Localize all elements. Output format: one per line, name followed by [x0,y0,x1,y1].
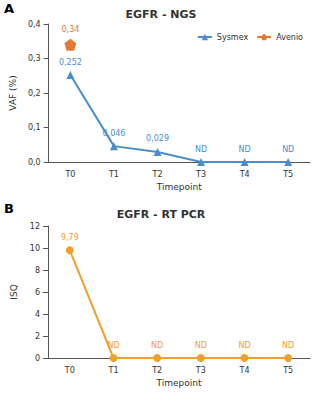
svg-text:Avenio: Avenio [276,33,303,42]
svg-text:8: 8 [35,266,40,275]
svg-text:ND: ND [282,145,294,154]
svg-text:0,3: 0,3 [28,54,41,63]
svg-text:4: 4 [35,310,40,319]
svg-text:Timepoint: Timepoint [156,182,202,192]
svg-text:ND: ND [238,341,250,350]
svg-text:T5: T5 [282,170,293,179]
svg-text:EGFR - RT PCR: EGFR - RT PCR [117,208,206,221]
svg-text:0,4: 0,4 [28,20,41,29]
svg-text:9,79: 9,79 [61,233,79,242]
svg-text:T0: T0 [64,170,75,179]
svg-text:10: 10 [30,244,40,253]
svg-text:0,2: 0,2 [28,89,41,98]
svg-text:ND: ND [282,341,294,350]
svg-text:ND: ND [195,145,207,154]
svg-text:12: 12 [30,222,40,231]
svg-text:T0: T0 [64,366,75,375]
svg-text:T2: T2 [152,170,163,179]
svg-text:ISQ: ISQ [9,284,19,299]
svg-text:0,34: 0,34 [61,25,79,34]
svg-text:0: 0 [35,354,40,363]
svg-text:ND: ND [151,341,163,350]
svg-text:T1: T1 [108,366,119,375]
svg-text:B: B [4,201,14,216]
svg-text:Timepoint: Timepoint [156,378,202,388]
svg-text:T2: T2 [151,366,162,375]
svg-text:2: 2 [35,332,40,341]
svg-text:ND: ND [107,341,119,350]
svg-text:T4: T4 [239,170,250,179]
svg-text:ND: ND [239,145,251,154]
svg-text:EGFR - NGS: EGFR - NGS [126,8,197,21]
svg-text:T4: T4 [239,366,250,375]
svg-text:6: 6 [35,288,40,297]
svg-text:0,046: 0,046 [103,129,126,138]
svg-text:0,0: 0,0 [28,158,41,167]
svg-text:A: A [4,1,14,16]
svg-text:Sysmex: Sysmex [217,33,249,42]
svg-text:0,1: 0,1 [28,123,41,132]
svg-text:VAF (%): VAF (%) [8,75,18,110]
svg-text:T3: T3 [195,170,206,179]
svg-text:T5: T5 [282,366,293,375]
svg-text:T1: T1 [108,170,119,179]
svg-text:0,029: 0,029 [146,134,169,143]
svg-text:0,252: 0,252 [59,58,82,67]
svg-text:T3: T3 [195,366,206,375]
svg-text:ND: ND [195,341,207,350]
